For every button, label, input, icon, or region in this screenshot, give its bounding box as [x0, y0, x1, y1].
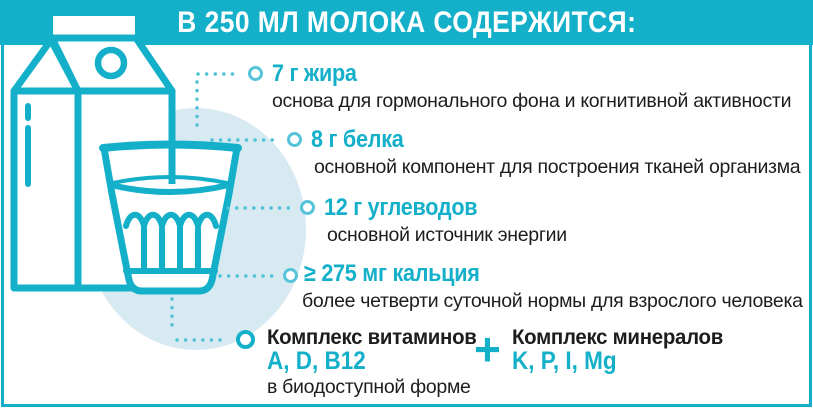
- milk-carton-icon: [10, 10, 176, 292]
- dotted-connectors: [170, 72, 295, 342]
- bullet-ring-protein: [287, 132, 302, 147]
- bullet-ring-fat: [248, 66, 263, 81]
- item-calcium-label: ≥ 275 мг кальция: [304, 260, 480, 287]
- item-fat-desc: основа для гормонального фона и когнитив…: [272, 90, 792, 112]
- item-calcium-desc: более четверти суточной нормы для взросл…: [302, 290, 803, 312]
- item-carbs-label: 12 г углеводов: [324, 194, 478, 221]
- bullet-ring-calcium: [283, 268, 298, 283]
- item-carbs-desc: основной источник энергии: [327, 224, 567, 246]
- bullet-ring-carbs: [300, 200, 315, 215]
- vitamins-values: A, D, B12: [267, 347, 366, 375]
- item-protein-desc: основной компонент для построения тканей…: [314, 156, 801, 178]
- vitamins-title: Комплекс витаминов: [267, 325, 477, 349]
- item-protein-label: 8 г белка: [311, 126, 404, 153]
- milk-glass-icon: [99, 91, 242, 295]
- item-fat-label: 7 г жира: [272, 60, 357, 87]
- vitamins-note: в биодоступной форме: [267, 376, 471, 398]
- minerals-title: Комплекс минералов: [512, 325, 723, 349]
- bullet-ring-vitamins: [236, 330, 255, 349]
- plus-icon: +: [474, 323, 501, 375]
- page-title: В 250 МЛ МОЛОКА СОДЕРЖИТСЯ:: [176, 5, 637, 39]
- minerals-values: K, P, I, Mg: [512, 347, 617, 375]
